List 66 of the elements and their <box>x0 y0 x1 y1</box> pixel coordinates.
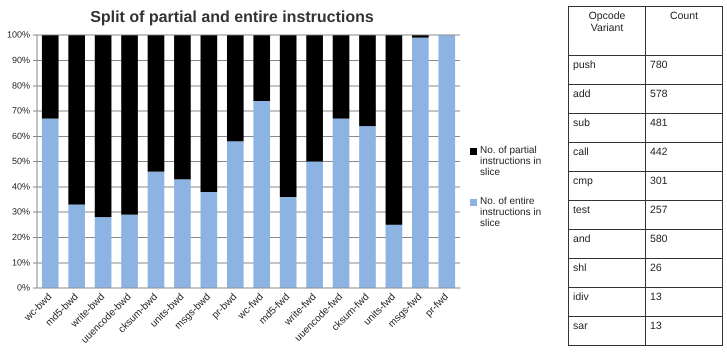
data-label: 257 <box>646 200 722 230</box>
bar <box>280 35 296 198</box>
bar <box>253 100 270 288</box>
bar <box>386 224 402 288</box>
bar <box>438 35 456 288</box>
bar <box>148 35 164 172</box>
data-label: 580 <box>646 230 722 258</box>
data-label: 301 <box>646 172 722 200</box>
bar <box>280 197 296 288</box>
data-label: 13 <box>646 316 722 346</box>
category-label: and <box>568 230 646 258</box>
data-label: 780 <box>646 56 722 84</box>
data-label: 13 <box>646 288 722 316</box>
category-label: idiv <box>568 288 646 316</box>
category-label: push <box>568 56 646 84</box>
y-tick-label: 40% <box>12 181 30 192</box>
y-tick-label: 100% <box>6 30 30 40</box>
bar <box>412 38 429 288</box>
bar <box>42 35 59 119</box>
category-label: sar <box>568 316 646 346</box>
y-tick-label: 0% <box>17 282 30 293</box>
y-tick-label: 20% <box>12 232 30 242</box>
data-label: 442 <box>646 142 722 172</box>
legend-label: No. of partial instructions in slice <box>480 145 542 178</box>
category-label: sub <box>568 114 646 142</box>
bar <box>306 162 323 288</box>
y-tick-label: 70% <box>12 106 30 116</box>
bar <box>68 35 85 205</box>
bar <box>226 35 244 142</box>
bar <box>200 192 218 288</box>
category-label: test <box>568 200 646 230</box>
bar <box>200 35 218 192</box>
data-label: 481 <box>646 114 722 142</box>
bar <box>42 118 59 288</box>
bar <box>332 118 350 288</box>
bar <box>386 35 402 225</box>
y-tick-label: 50% <box>12 156 30 166</box>
bar <box>148 172 164 288</box>
bar <box>359 126 376 288</box>
data-label: 578 <box>646 84 722 114</box>
bar <box>94 217 112 288</box>
chart-title: Split of partial and entire instructions <box>90 9 374 26</box>
y-tick-label: 80% <box>12 80 30 90</box>
bar <box>68 204 85 288</box>
bar <box>359 35 376 126</box>
text: Opcode Variant <box>568 6 646 56</box>
data-label: 26 <box>646 258 722 288</box>
y-tick-label: 60% <box>12 130 30 141</box>
legend-label: No. of entire instructions in slice <box>480 196 542 229</box>
y-tick-label: 30% <box>12 206 30 217</box>
bar <box>226 141 244 288</box>
y-tick-label: 90% <box>12 54 30 65</box>
category-label: call <box>568 142 646 172</box>
bar <box>174 35 191 180</box>
bar <box>121 214 138 288</box>
category-label: add <box>568 84 646 114</box>
category-label: cmp <box>568 172 646 200</box>
y-tick-label: 10% <box>12 257 30 268</box>
bar <box>121 35 138 215</box>
bar <box>174 179 191 288</box>
category-label: shl <box>568 258 646 288</box>
bar <box>306 35 323 162</box>
bar <box>253 35 270 101</box>
bar <box>94 35 112 218</box>
bar <box>332 35 350 119</box>
text: Count <box>646 6 722 56</box>
